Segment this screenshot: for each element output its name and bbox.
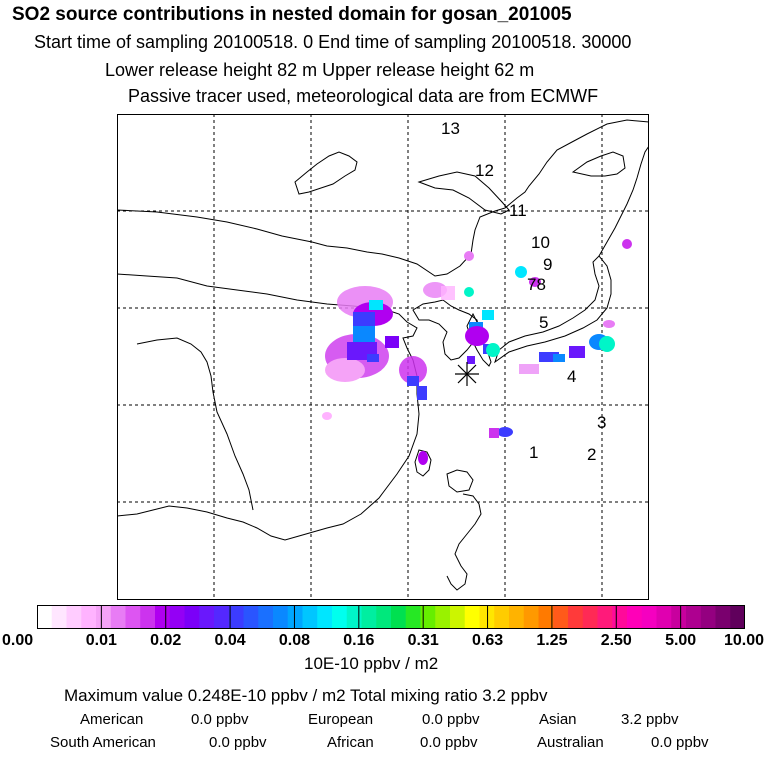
colorbar-tick-label: 0.02 bbox=[150, 632, 182, 649]
colorbar-cell bbox=[641, 605, 658, 629]
colorbar-cell bbox=[686, 605, 702, 629]
track-label: 78 bbox=[527, 275, 546, 294]
colorbar-cell bbox=[155, 605, 171, 629]
colorbar-cell bbox=[597, 605, 613, 629]
track-labels: 13 12 11 10 9 78 5 4 3 2 1 bbox=[441, 119, 606, 464]
colorbar-cell bbox=[184, 605, 200, 629]
colorbar-cell bbox=[140, 605, 156, 629]
colorbar-tick-label: 0.00 bbox=[2, 632, 34, 649]
colorbar-cell bbox=[494, 605, 510, 629]
colorbar-cell bbox=[405, 605, 422, 629]
colorbar-cell bbox=[37, 605, 53, 629]
colorbar-cell bbox=[656, 605, 672, 629]
track-label: 12 bbox=[475, 161, 494, 180]
region-australian-value: 0.0 ppbv bbox=[651, 734, 709, 751]
colorbar-cell bbox=[450, 605, 466, 629]
region-african-label: African bbox=[327, 734, 374, 751]
colorbar-cell bbox=[523, 605, 540, 629]
colorbar-tick-label: 10.00 bbox=[723, 632, 764, 649]
colorbar-cell bbox=[509, 605, 525, 629]
colorbar bbox=[37, 605, 745, 629]
colorbar-cell bbox=[715, 605, 731, 629]
colorbar-cell bbox=[553, 605, 569, 629]
region-european-value: 0.0 ppbv bbox=[422, 711, 480, 728]
colorbar-tick-label: 0.63 bbox=[471, 632, 504, 649]
release-height-line: Lower release height 82 m Upper release … bbox=[105, 60, 535, 80]
colorbar-cell bbox=[376, 605, 392, 629]
colorbar-tick-label: 1.25 bbox=[536, 632, 568, 649]
map-title: SO2 source contributions in nested domai… bbox=[12, 4, 572, 25]
colorbar-cell bbox=[302, 605, 318, 629]
sampling-time-line: Start time of sampling 20100518. 0 End t… bbox=[34, 32, 632, 52]
region-south-american-value: 0.0 ppbv bbox=[209, 734, 267, 751]
colorbar-tick-label: 0.16 bbox=[343, 632, 375, 649]
colorbar-cell bbox=[332, 605, 348, 629]
colorbar-cell bbox=[51, 605, 68, 629]
maximum-value-line: Maximum value 0.248E-10 ppbv / m2 Total … bbox=[64, 686, 548, 705]
colorbar-tick-label: 0.01 bbox=[85, 632, 117, 649]
colorbar-cell bbox=[96, 605, 112, 629]
colorbar-cell bbox=[346, 605, 363, 629]
colorbar-cell bbox=[273, 605, 289, 629]
region-asian-value: 3.2 ppbv bbox=[621, 711, 679, 728]
colorbar-cells bbox=[37, 605, 745, 629]
track-label: 11 bbox=[509, 201, 527, 220]
track-label: 9 bbox=[543, 255, 552, 274]
region-american-value: 0.0 ppbv bbox=[191, 711, 249, 728]
colorbar-cell bbox=[568, 605, 584, 629]
colorbar-cell bbox=[582, 605, 599, 629]
track-label: 13 bbox=[441, 119, 460, 138]
tracer-info-line: Passive tracer used, meteorological data… bbox=[128, 86, 599, 106]
concentration-plume bbox=[322, 239, 632, 465]
colorbar-cell bbox=[125, 605, 141, 629]
track-label: 2 bbox=[587, 445, 596, 464]
colorbar-cell bbox=[435, 605, 451, 629]
colorbar-cell bbox=[228, 605, 245, 629]
track-label: 3 bbox=[597, 413, 606, 432]
region-asian-label: Asian bbox=[539, 711, 577, 728]
colorbar-cell bbox=[66, 605, 82, 629]
track-label: 10 bbox=[531, 233, 550, 252]
colorbar-cell bbox=[81, 605, 97, 629]
region-south-american-label: South American bbox=[50, 734, 156, 751]
colorbar-cell bbox=[730, 605, 745, 629]
colorbar-unit: 10E-10 ppbv / m2 bbox=[304, 654, 439, 673]
colorbar-tick-label: 5.00 bbox=[665, 632, 697, 649]
colorbar-cell bbox=[671, 605, 687, 629]
colorbar-cell bbox=[464, 605, 481, 629]
colorbar-cell bbox=[361, 605, 377, 629]
track-label: 5 bbox=[539, 313, 548, 332]
colorbar-tick-label: 0.08 bbox=[278, 632, 311, 649]
colorbar-cell bbox=[169, 605, 186, 629]
track-label: 1 bbox=[529, 443, 538, 462]
colorbar-cell bbox=[420, 605, 436, 629]
asterisk-marker bbox=[455, 362, 479, 386]
colorbar-tick-label: 0.04 bbox=[214, 632, 246, 649]
colorbar-cell bbox=[700, 605, 717, 629]
colorbar-tick-label: 0.31 bbox=[407, 632, 439, 649]
colorbar-cell bbox=[627, 605, 643, 629]
colorbar-cell bbox=[317, 605, 333, 629]
colorbar-cell bbox=[110, 605, 127, 629]
source-contribution-map: 13 12 11 10 9 78 5 4 3 2 1 bbox=[117, 114, 649, 600]
colorbar-cell bbox=[199, 605, 215, 629]
colorbar-cell bbox=[258, 605, 274, 629]
colorbar-cell bbox=[243, 605, 259, 629]
colorbar-cell bbox=[214, 605, 230, 629]
colorbar-cell bbox=[612, 605, 628, 629]
colorbar-cell bbox=[391, 605, 407, 629]
region-european-label: European bbox=[308, 711, 374, 728]
track-label: 4 bbox=[567, 367, 576, 386]
colorbar-tick-label: 2.50 bbox=[600, 632, 632, 649]
region-american-label: American bbox=[80, 711, 144, 728]
region-australian-label: Australian bbox=[537, 734, 604, 751]
colorbar-cell bbox=[287, 605, 304, 629]
region-african-value: 0.0 ppbv bbox=[420, 734, 478, 751]
colorbar-cell bbox=[538, 605, 554, 629]
